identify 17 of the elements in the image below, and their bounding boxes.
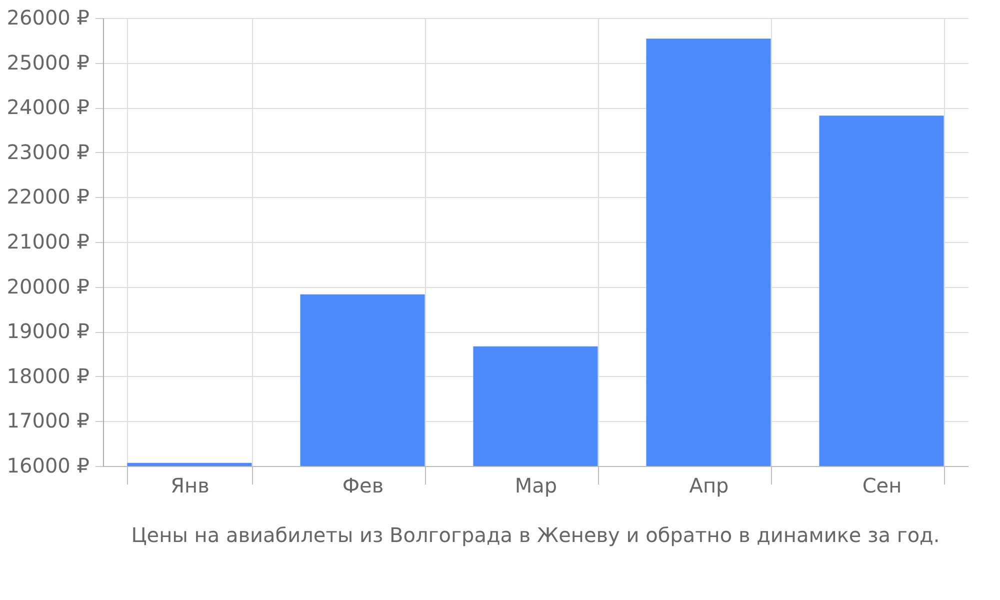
x-tick-label: Мар: [514, 474, 558, 498]
x-tick-label: Апр: [689, 474, 729, 498]
y-tick-label: 21000 ₽: [6, 230, 90, 254]
y-tick-label: 24000 ₽: [6, 95, 90, 120]
x-tick-label: Сен: [862, 474, 902, 498]
y-tick-label: 19000 ₽: [6, 319, 90, 344]
y-tick-label: 26000 ₽: [6, 6, 90, 30]
y-tick-label: 22000 ₽: [6, 184, 90, 209]
y-tick-label: 16000 ₽: [6, 454, 90, 478]
y-tick-label: 25000 ₽: [6, 50, 90, 74]
x-tick-label: Фев: [342, 474, 384, 498]
text: Цены на авиабилеты из Волгограда в Женеву и обратно в динамике за год.: [131, 523, 940, 547]
y-tick-label: 23000 ₽: [6, 140, 90, 164]
y-tick-label: 17000 ₽: [6, 408, 90, 433]
x-tick-label: Янв: [170, 474, 210, 498]
y-tick-label: 18000 ₽: [6, 364, 90, 388]
y-tick-label: 20000 ₽: [6, 274, 90, 298]
